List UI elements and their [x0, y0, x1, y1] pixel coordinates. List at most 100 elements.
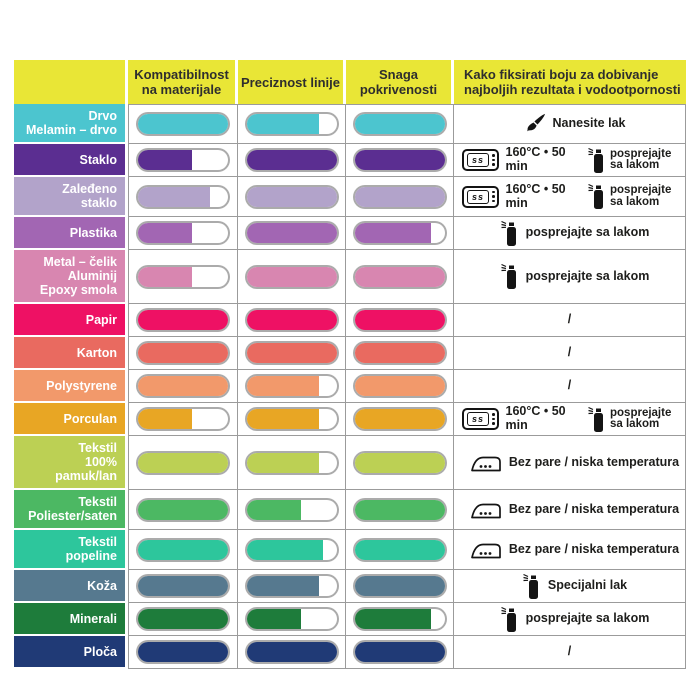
material-label-line: Plastika	[69, 225, 117, 240]
rating-pill	[352, 148, 447, 172]
material-label-cell: Papir	[14, 304, 128, 337]
rating-pill	[136, 407, 230, 431]
rating-pill	[244, 374, 339, 398]
fixation-text: Nanesite lak	[552, 116, 626, 131]
material-label-cell: Koža	[14, 570, 128, 603]
fixation-item: posprejajte sa lakom	[500, 606, 650, 633]
rating-pill-fill	[246, 539, 323, 560]
fixation-cell: Nanesite lak	[454, 104, 686, 144]
fixation-cell: Bez pare / niska temperatura	[454, 436, 686, 490]
rating-cell	[346, 104, 454, 144]
rating-pill	[136, 148, 230, 172]
material-label-cell: Drvo Melamin – drvo	[14, 104, 128, 144]
fixation-text: posprejajte sa lakom	[610, 184, 672, 208]
fixation-item: posprejajte sa lakom	[587, 147, 680, 174]
rating-pill	[244, 148, 339, 172]
spray-icon	[500, 606, 519, 633]
rating-cell	[238, 570, 346, 603]
material-label-cell: Minerali	[14, 603, 128, 636]
fixation-text: Bez pare / niska temperatura	[508, 454, 680, 469]
rating-cell	[346, 530, 454, 570]
rating-pill	[244, 607, 339, 631]
header-coverage: Snaga pokrivenosti	[346, 60, 454, 104]
rating-pill-fill	[246, 576, 319, 596]
fixation-item: Bez pare / niska temperatura	[470, 452, 679, 473]
rating-pill-fill	[354, 609, 431, 629]
fixation-cell: posprejajte sa lakom	[454, 250, 686, 304]
rating-cell	[346, 403, 454, 436]
rating-pill	[136, 374, 230, 398]
rating-cell	[128, 603, 238, 636]
rating-pill-fill	[354, 310, 445, 330]
fixation-cell: Bez pare / niska temperatura	[454, 490, 686, 530]
material-label-line: Metal – čelik	[43, 255, 117, 269]
material-label-line: popeline	[65, 549, 117, 563]
fixation-cell: /	[454, 636, 686, 669]
rating-cell	[238, 104, 346, 144]
rating-pill	[244, 574, 339, 598]
fixation-item: Specijalni lak	[522, 573, 627, 600]
rating-cell	[346, 370, 454, 403]
fixation-cell: /	[454, 304, 686, 337]
material-label-line: Ploča	[83, 644, 117, 659]
rating-pill-fill	[354, 576, 445, 596]
rating-pill-fill	[246, 114, 319, 134]
rating-cell	[346, 217, 454, 250]
spray-icon	[587, 147, 606, 174]
rating-cell	[128, 370, 238, 403]
fixation-text: Bez pare / niska temperatura	[508, 501, 680, 516]
rating-pill	[352, 574, 447, 598]
fixation-item: /	[568, 378, 571, 393]
material-label-cell: Tekstil popeline	[14, 530, 128, 570]
material-label-cell: Polystyrene	[14, 370, 128, 403]
header-compatibility: Kompatibilnost na materijale	[128, 60, 238, 104]
rating-pill-fill	[246, 186, 337, 207]
rating-pill-fill	[354, 409, 445, 429]
material-label-cell: Metal – čelik Aluminij Epoxy smola	[14, 250, 128, 304]
rating-pill-fill	[138, 150, 192, 170]
rating-pill	[352, 607, 447, 631]
rating-pill-fill	[138, 539, 228, 560]
rating-cell	[128, 636, 238, 669]
header-fixation: Kako fiksirati boju za dobivanje najbolj…	[454, 60, 686, 104]
material-label-line: Aluminij	[67, 269, 117, 283]
fixation-item: posprejajte sa lakom	[500, 263, 649, 290]
rating-cell	[238, 636, 346, 669]
rating-pill-fill	[246, 150, 337, 170]
rating-pill	[352, 374, 447, 398]
rating-pill	[136, 112, 230, 136]
material-label-line: Tekstil	[78, 441, 117, 455]
fixation-text: /	[567, 345, 572, 360]
material-label-cell: Zaleđeno staklo	[14, 177, 128, 217]
material-label-line: Polystyrene	[46, 378, 117, 393]
rating-pill-fill	[138, 186, 210, 207]
oven-icon: ss	[462, 149, 499, 171]
material-row: Karton /	[14, 337, 686, 370]
fixation-cell: ss 160°C • 50 min posprejajte sa lakom	[454, 144, 686, 177]
rating-pill-fill	[246, 452, 319, 473]
rating-pill	[136, 264, 230, 289]
rating-pill-fill	[138, 499, 228, 520]
rating-cell	[238, 177, 346, 217]
rating-cell	[346, 304, 454, 337]
rating-cell	[238, 530, 346, 570]
spray-icon	[522, 573, 541, 600]
rating-pill-fill	[354, 186, 445, 207]
rating-pill-fill	[138, 114, 228, 134]
rating-pill-fill	[354, 343, 445, 363]
rating-pill	[244, 112, 339, 136]
rating-cell	[128, 217, 238, 250]
rating-cell	[128, 436, 238, 490]
material-label-cell: Tekstil 100% pamuk/lan	[14, 436, 128, 490]
fixation-item: posprejajte sa lakom	[587, 406, 680, 433]
rating-pill-fill	[246, 223, 337, 243]
material-label-cell: Plastika	[14, 217, 128, 250]
fixation-item: Bez pare / niska temperatura	[470, 539, 679, 560]
fixation-text: posprejajte sa lakom	[525, 611, 650, 626]
rating-pill-fill	[138, 310, 228, 330]
rating-pill	[136, 184, 230, 209]
fixation-cell: posprejajte sa lakom	[454, 217, 686, 250]
fixation-text: /	[567, 644, 572, 659]
fixation-text: 160°C • 50 min	[505, 145, 566, 173]
table: Kompatibilnost na materijale Preciznost …	[14, 60, 686, 669]
